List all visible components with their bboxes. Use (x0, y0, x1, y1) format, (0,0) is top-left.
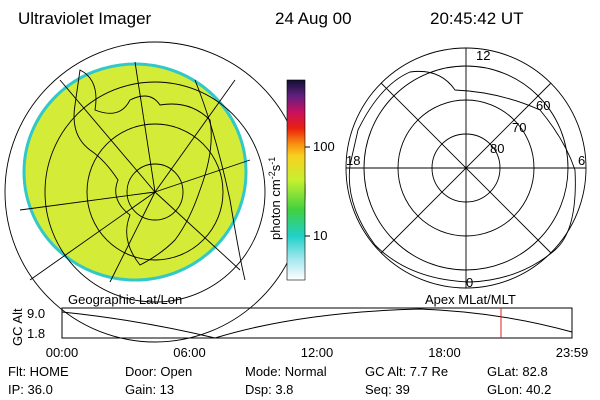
caption: Geographic Lat/Lon (68, 292, 182, 307)
info-panel: Flt: HOME Door: Open Mode: Normal GC Alt: 7… (8, 364, 551, 397)
time-label: 06:00 (173, 345, 206, 360)
info-field: Gain: 13 (125, 382, 174, 397)
y-label: 9.0 (27, 306, 45, 321)
mlt-label: 6 (578, 153, 585, 168)
time-label: 23:59 (556, 345, 589, 360)
lat-label: 70 (512, 120, 526, 135)
geographic-map (4, 41, 306, 343)
colorbar-label: photon cm-2s-1 (267, 157, 283, 240)
title: Ultraviolet Imager (18, 9, 152, 28)
info-field: GLon: 40.2 (487, 382, 551, 397)
info-field: IP: 36.0 (8, 382, 53, 397)
info-field: Seq: 39 (365, 382, 410, 397)
info-field: GC Alt: 7.7 Re (365, 364, 448, 379)
info-field: Flt: HOME (8, 364, 69, 379)
altitude-curve (61, 308, 573, 339)
info-field: Door: Open (125, 364, 192, 379)
info-field: GLat: 82.8 (487, 364, 548, 379)
time-label: 00:00 (46, 345, 79, 360)
info-field: Mode: Normal (245, 364, 327, 379)
time: 20:45:42 UT (430, 9, 524, 28)
time-label: 18:00 (428, 345, 461, 360)
mlt-label: 12 (476, 48, 490, 63)
unit: s (268, 164, 283, 171)
time-label: 12:00 (301, 345, 334, 360)
colorbar-tick-label: 100 (313, 139, 335, 154)
info-field: Dsp: 3.8 (245, 382, 293, 397)
exponent: -2 (267, 171, 277, 179)
caption: Apex MLat/MLT (425, 292, 516, 307)
colorbar (286, 79, 306, 281)
mlt-label: 18 (346, 153, 360, 168)
y-label: 1.8 (27, 326, 45, 341)
timeline-axis-label: GC Alt (10, 308, 25, 346)
mlt-label: 0 (466, 275, 473, 290)
colorbar-tick-label: 10 (313, 228, 327, 243)
lat-label: 80 (490, 141, 504, 156)
date: 24 Aug 00 (275, 9, 352, 28)
lat-label: 60 (536, 98, 550, 113)
time-labels: 00:00 06:00 12:00 18:00 23:59 (46, 345, 589, 360)
magnetic-map (345, 47, 587, 289)
exponent: -1 (267, 157, 277, 165)
unit: photon cm (268, 179, 283, 240)
timeline-frame (61, 307, 573, 339)
